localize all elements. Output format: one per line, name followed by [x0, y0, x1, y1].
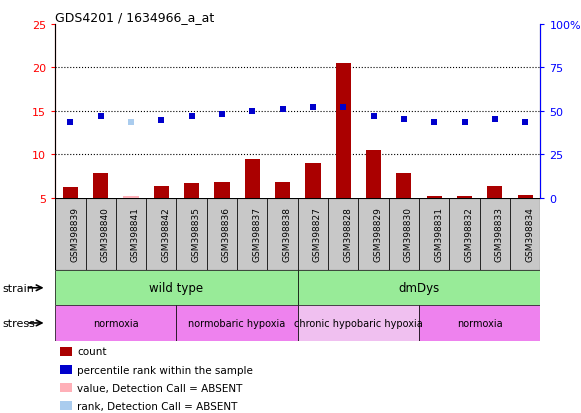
Text: GSM398828: GSM398828 [343, 207, 352, 262]
Text: rank, Detection Call = ABSENT: rank, Detection Call = ABSENT [77, 401, 238, 411]
Text: GSM398831: GSM398831 [434, 207, 443, 262]
Bar [154, 187, 169, 198]
Text: GSM398829: GSM398829 [374, 207, 382, 262]
Bar [449, 198, 480, 271]
Bar [267, 198, 297, 271]
Text: normobaric hypoxia: normobaric hypoxia [188, 318, 286, 328]
Text: normoxia: normoxia [93, 318, 139, 328]
Bar [60, 365, 72, 374]
Bar [396, 173, 411, 198]
Bar [419, 198, 449, 271]
Bar [55, 198, 85, 271]
Text: GSM398839: GSM398839 [70, 207, 80, 262]
Bar [306, 164, 321, 198]
Text: GSM398842: GSM398842 [162, 207, 170, 262]
Bar [245, 159, 260, 198]
Bar [457, 197, 472, 198]
Text: value, Detection Call = ABSENT: value, Detection Call = ABSENT [77, 383, 242, 393]
Bar [60, 383, 72, 392]
Bar [297, 306, 419, 341]
Text: GSM398827: GSM398827 [313, 207, 322, 262]
Bar [123, 197, 139, 198]
Bar [389, 198, 419, 271]
Text: wild type: wild type [149, 282, 203, 294]
Text: GSM398837: GSM398837 [252, 207, 261, 262]
Text: count: count [77, 347, 106, 356]
Text: GSM398832: GSM398832 [465, 207, 474, 262]
Bar [366, 150, 381, 198]
Text: stress: stress [3, 318, 36, 328]
Bar [60, 401, 72, 411]
Bar [85, 198, 116, 271]
Bar [328, 198, 358, 271]
Text: percentile rank within the sample: percentile rank within the sample [77, 365, 253, 375]
Text: chronic hypobaric hypoxia: chronic hypobaric hypoxia [294, 318, 423, 328]
Bar [93, 174, 108, 198]
Bar [214, 183, 229, 198]
Text: GSM398841: GSM398841 [131, 207, 140, 262]
Text: normoxia: normoxia [457, 318, 503, 328]
Bar [426, 197, 442, 198]
Bar [55, 306, 177, 341]
Text: GSM398836: GSM398836 [222, 207, 231, 262]
Bar [510, 198, 540, 271]
Bar [146, 198, 177, 271]
Bar [480, 198, 510, 271]
Bar [419, 306, 540, 341]
Bar [487, 187, 503, 198]
Bar [63, 188, 78, 198]
Bar [184, 183, 199, 198]
Bar [55, 271, 297, 306]
Bar [177, 198, 207, 271]
Text: GSM398830: GSM398830 [404, 207, 413, 262]
Bar [518, 196, 533, 198]
Text: strain: strain [3, 283, 35, 293]
Bar [116, 198, 146, 271]
Bar [297, 198, 328, 271]
Bar [177, 306, 297, 341]
Bar [358, 198, 389, 271]
Bar [275, 183, 290, 198]
Bar [237, 198, 267, 271]
Text: dmDys: dmDys [399, 282, 440, 294]
Text: GSM398834: GSM398834 [525, 207, 534, 262]
Text: GSM398833: GSM398833 [495, 207, 504, 262]
Bar [297, 271, 540, 306]
Bar [336, 64, 351, 198]
Text: GSM398840: GSM398840 [101, 207, 110, 262]
Bar [60, 347, 72, 356]
Text: GDS4201 / 1634966_a_at: GDS4201 / 1634966_a_at [55, 11, 214, 24]
Text: GSM398835: GSM398835 [192, 207, 200, 262]
Text: GSM398838: GSM398838 [282, 207, 292, 262]
Bar [207, 198, 237, 271]
